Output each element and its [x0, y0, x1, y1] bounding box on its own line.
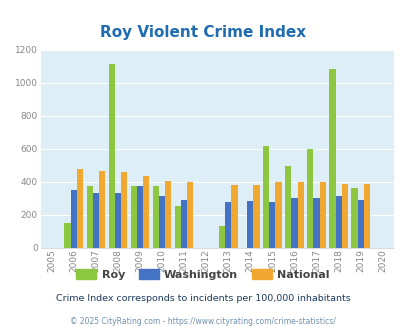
Bar — [363, 184, 369, 248]
Bar — [86, 186, 92, 248]
Bar — [152, 185, 158, 248]
Bar — [253, 185, 259, 248]
Bar — [158, 195, 165, 248]
Bar — [64, 223, 70, 248]
Bar — [269, 202, 275, 248]
Bar — [92, 193, 99, 248]
Bar — [231, 185, 237, 248]
Bar — [115, 193, 121, 248]
Bar — [70, 190, 77, 248]
Bar — [187, 182, 193, 248]
Bar — [262, 146, 269, 248]
Bar — [165, 181, 171, 248]
Bar — [297, 182, 303, 248]
Bar — [181, 200, 187, 248]
Bar — [335, 196, 341, 248]
Bar — [121, 172, 127, 248]
Bar — [275, 182, 281, 248]
Bar — [130, 185, 136, 248]
Bar — [218, 226, 225, 248]
Bar — [108, 64, 115, 248]
Text: Roy Violent Crime Index: Roy Violent Crime Index — [100, 25, 305, 41]
Bar — [313, 198, 319, 248]
Bar — [291, 198, 297, 248]
Bar — [307, 148, 313, 248]
Bar — [225, 202, 231, 248]
Bar — [247, 201, 253, 248]
Bar — [319, 182, 325, 248]
Bar — [357, 200, 363, 248]
Text: © 2025 CityRating.com - https://www.cityrating.com/crime-statistics/: © 2025 CityRating.com - https://www.city… — [70, 317, 335, 326]
Bar — [143, 176, 149, 248]
Bar — [328, 69, 335, 248]
Bar — [351, 188, 357, 248]
Bar — [99, 171, 105, 248]
Bar — [136, 185, 143, 248]
Text: Crime Index corresponds to incidents per 100,000 inhabitants: Crime Index corresponds to incidents per… — [55, 294, 350, 303]
Bar — [175, 206, 181, 248]
Bar — [284, 166, 291, 248]
Bar — [77, 169, 83, 248]
Bar — [341, 184, 347, 248]
Legend: Roy, Washington, National: Roy, Washington, National — [72, 265, 333, 284]
